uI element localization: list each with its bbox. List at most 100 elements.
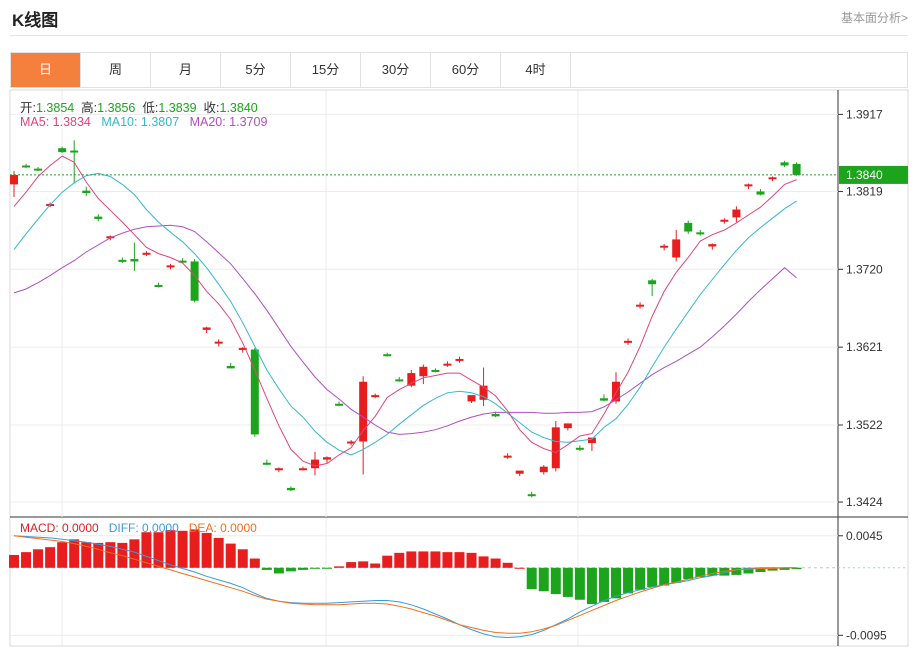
candle-body — [311, 459, 319, 469]
tab-5min[interactable]: 5分 — [221, 53, 291, 87]
candle-body — [58, 148, 67, 153]
candle-body — [443, 363, 452, 366]
macd-bar — [81, 542, 92, 568]
candle-body — [599, 398, 608, 401]
candle-body — [684, 222, 693, 232]
macd-bar — [93, 542, 104, 568]
macd-bar — [538, 567, 549, 592]
diff-label: DIFF: 0.0000 — [108, 521, 179, 535]
candle-body — [298, 468, 307, 471]
price-axis-label: 1.3720 — [846, 262, 883, 276]
candle-body — [130, 259, 139, 262]
macd-bar — [490, 558, 501, 568]
high-value: 1.3856 — [97, 101, 136, 115]
candle-body — [648, 280, 657, 285]
candle-body — [503, 455, 512, 458]
ma10-line — [13, 172, 797, 456]
macd-bar — [370, 563, 381, 568]
candle-body — [142, 252, 151, 255]
candle-body — [34, 168, 43, 171]
candle-body — [371, 395, 380, 398]
macd-bar — [165, 530, 176, 568]
close-value: 1.3840 — [219, 101, 258, 115]
open-label: 开: — [20, 101, 36, 115]
macd-bar — [454, 552, 465, 568]
candle-body — [491, 413, 500, 417]
ma5-label: MA5: 1.3834 — [20, 115, 91, 129]
candle-body — [286, 487, 295, 491]
macd-bar — [249, 558, 260, 568]
candle-body — [768, 177, 777, 180]
candle-body — [202, 327, 211, 330]
ma-readout: MA5: 1.3834 MA10: 1.3807 MA20: 1.3709 — [20, 115, 267, 129]
macd-bar — [647, 567, 658, 587]
price-axis-label: 1.3621 — [846, 340, 883, 354]
macd-bar — [574, 567, 585, 600]
macd-bar — [334, 566, 345, 568]
candle-body — [539, 466, 548, 473]
tab-day[interactable]: 日 — [11, 53, 81, 87]
candle-body — [624, 340, 633, 343]
fundamental-analysis-link[interactable]: 基本面分析> — [840, 11, 908, 25]
macd-bar — [225, 543, 236, 568]
tab-30min[interactable]: 30分 — [361, 53, 431, 87]
macd-bar — [273, 567, 284, 574]
macd-bar — [659, 567, 670, 586]
macd-bar — [466, 552, 477, 568]
candle-body — [238, 347, 247, 350]
candle-body — [587, 437, 596, 444]
macd-bar — [105, 542, 116, 568]
candle-body — [455, 358, 464, 361]
macd-bar — [21, 552, 32, 568]
candle-body — [467, 395, 476, 402]
candle-body — [660, 245, 669, 248]
macd-axis-label: 0.0045 — [846, 529, 883, 543]
macd-bar — [767, 567, 778, 571]
candle-body — [732, 209, 741, 218]
macd-bar — [550, 567, 561, 595]
macd-bar — [695, 567, 706, 578]
candle-body — [359, 381, 368, 442]
candle-body — [214, 341, 223, 344]
tab-week[interactable]: 周 — [81, 53, 151, 87]
candle-body — [154, 285, 163, 288]
candle-body — [262, 462, 271, 465]
macd-bar — [285, 567, 296, 572]
macd-bar — [201, 532, 212, 568]
low-value: 1.3839 — [158, 101, 197, 115]
tab-month[interactable]: 月 — [151, 53, 221, 87]
macd-bar — [213, 537, 224, 568]
macd-bar — [310, 567, 320, 569]
price-axis-label: 1.3424 — [846, 495, 883, 509]
macd-bar — [598, 567, 609, 602]
candle-body — [10, 174, 18, 185]
macd-bar — [683, 567, 694, 580]
tab-4h[interactable]: 4时 — [501, 53, 571, 87]
macd-bar — [57, 542, 68, 568]
macd-bar — [430, 551, 441, 568]
candle-body — [720, 219, 729, 222]
macd-axis-label: -0.0095 — [846, 628, 887, 642]
macd-bar — [382, 555, 393, 568]
candle-body — [250, 349, 259, 435]
tab-15min[interactable]: 15分 — [291, 53, 361, 87]
price-axis-label: 1.3522 — [846, 418, 883, 432]
candle-body — [744, 184, 753, 187]
tab-60min[interactable]: 60分 — [431, 53, 501, 87]
candle-body — [178, 260, 187, 263]
candle-body — [612, 381, 620, 402]
candle-body — [70, 150, 79, 153]
ohlc-readout: 开:1.3854 高:1.3856 低:1.3839 收:1.3840 — [20, 97, 258, 116]
macd-readout: MACD: 0.0000 DIFF: 0.0000 DEA: 0.0000 — [20, 521, 257, 535]
low-label: 低: — [142, 101, 159, 115]
macd-bar — [406, 551, 417, 568]
candle-body — [419, 366, 428, 377]
candle-body — [780, 162, 789, 166]
macd-bar — [297, 567, 308, 570]
macd-bar — [707, 567, 718, 576]
candle-body — [696, 232, 705, 235]
candle-body — [756, 191, 765, 195]
macd-bar — [586, 567, 597, 605]
macd-bar — [418, 551, 429, 568]
